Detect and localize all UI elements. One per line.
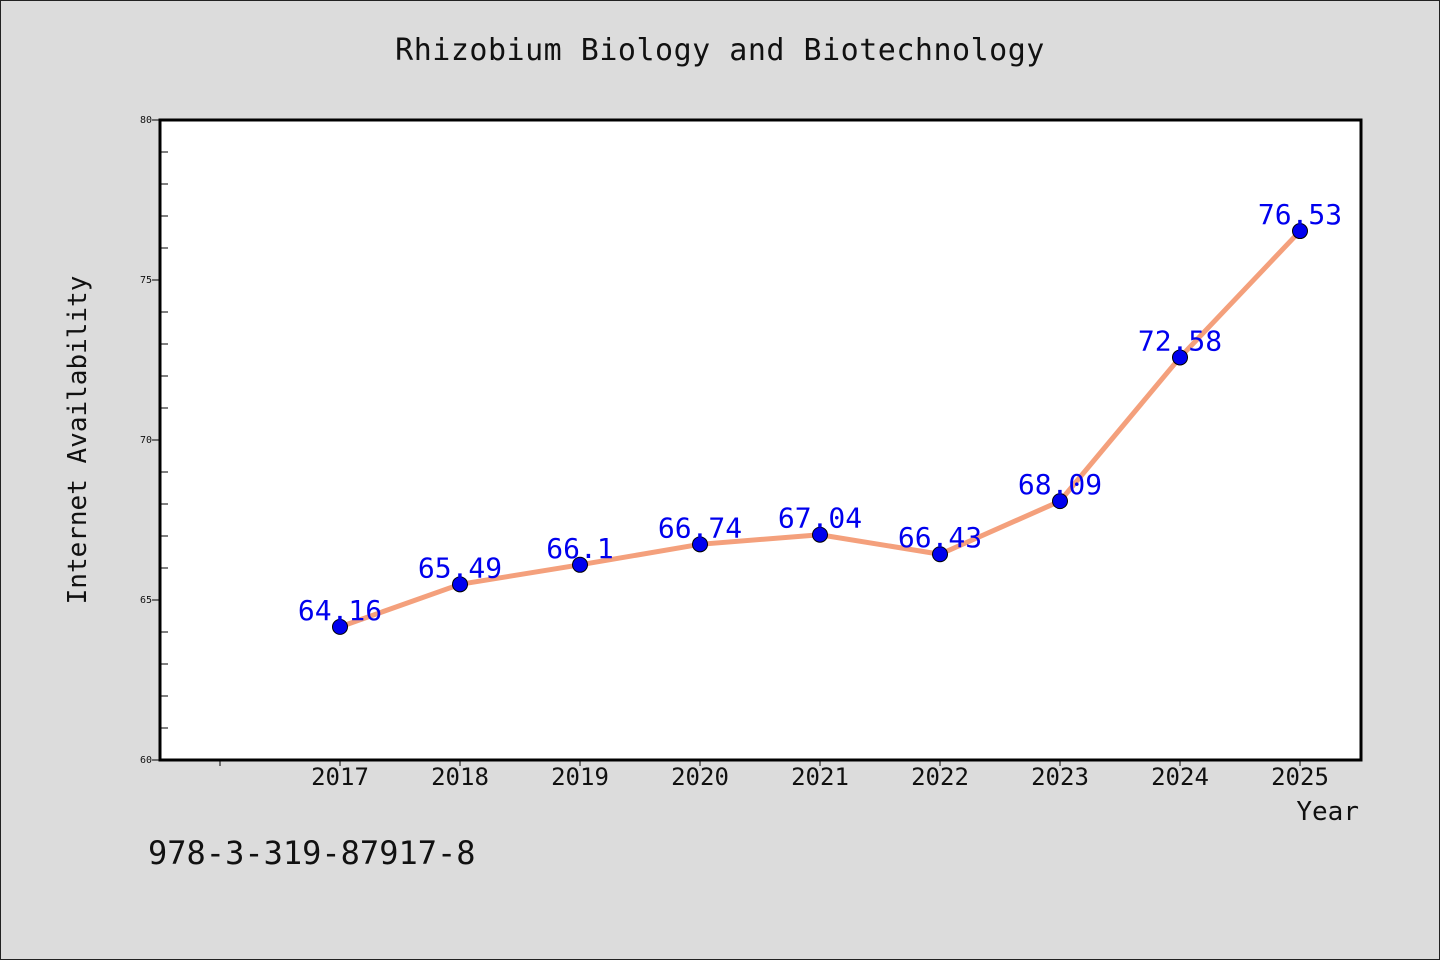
x-tick-label: 2019 [551,763,609,791]
isbn-text: 978-3-319-87917-8 [148,834,476,872]
y-axis-label: Internet Availability [63,276,93,605]
data-markers [332,223,1308,635]
y-tick-label: 80 [140,115,152,126]
y-tick-label: 60 [140,755,152,766]
data-label: 76.53 [1258,198,1342,231]
x-tick-label: 2021 [791,763,849,791]
x-tick-label: 2025 [1271,763,1329,791]
data-point [452,576,468,593]
plot-area [158,118,1363,762]
data-label: 64.16 [298,594,382,627]
data-point [1052,493,1068,510]
y-tick-label: 65 [140,595,152,606]
data-label: 72.58 [1138,324,1222,357]
x-tick-label: 2020 [671,763,729,791]
x-tick-label: 2017 [311,763,369,791]
data-point [932,546,948,563]
data-labels: 64.16 65.49 66.1 66.74 67.04 66.43 68.09 72.58 7… [298,198,1342,627]
data-label: 66.74 [658,511,742,544]
data-point [812,526,828,543]
data-point [1172,349,1188,366]
data-point [692,536,708,553]
data-label: 67.04 [778,502,862,535]
data-label: 65.49 [418,551,502,584]
x-tick-label: 2024 [1151,763,1209,791]
y-tick-label: 75 [140,275,152,286]
data-point [572,556,588,573]
x-tick-label: 2018 [431,763,489,791]
chart-title: Rhizobium Biology and Biotechnology [395,33,1045,68]
y-tick-label: 70 [140,435,152,446]
x-tick-label: 2022 [911,763,969,791]
data-label: 68.09 [1018,468,1102,501]
data-label: 66.1 [546,532,613,565]
data-point [1292,223,1308,240]
x-axis-label: Year [1296,797,1359,827]
x-axis-ticks: 2017 2018 2019 2020 2021 2022 2023 2024 2025 [219,760,1329,791]
y-axis-ticks: 60 65 70 75 80 [140,115,168,766]
data-point [332,618,348,635]
x-tick-label: 2023 [1031,763,1089,791]
data-label: 66.43 [898,521,982,554]
